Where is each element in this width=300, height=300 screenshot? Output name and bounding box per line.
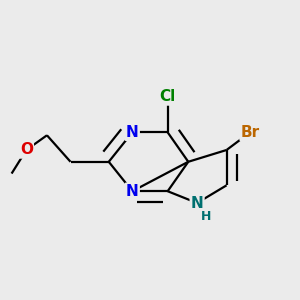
Text: N: N bbox=[191, 196, 203, 211]
Text: H: H bbox=[201, 210, 212, 223]
Text: O: O bbox=[20, 142, 33, 158]
Text: N: N bbox=[126, 125, 139, 140]
Text: Cl: Cl bbox=[160, 89, 176, 104]
Text: Br: Br bbox=[241, 125, 260, 140]
Text: N: N bbox=[126, 184, 139, 199]
